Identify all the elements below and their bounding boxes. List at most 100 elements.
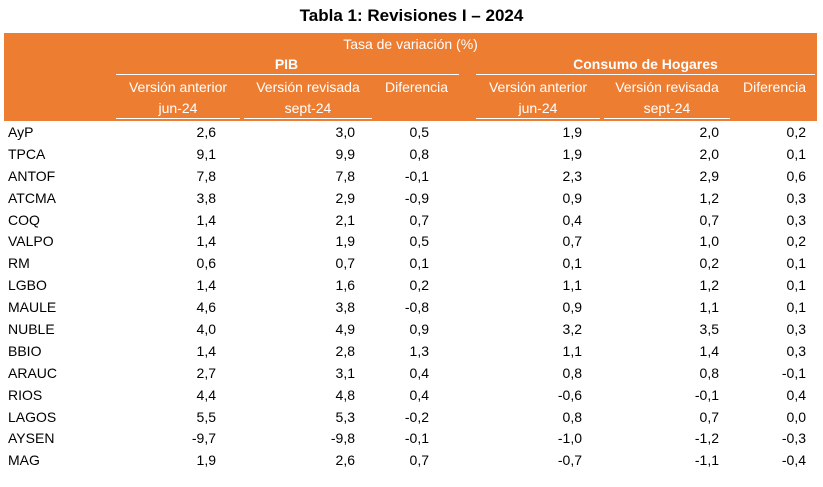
table-cell: 0,2 [786,124,806,140]
table-cell: 0,3 [786,321,806,338]
table-cell: 7,8 [196,167,216,184]
col-subheader-consumo-anterior: jun-24 [518,100,558,116]
table-row: AyP 2,6 3,0 0,5 1,9 2,0 0,2 [4,122,817,144]
table-cell: 1,9 [562,124,582,140]
table-cell: 3,5 [699,321,719,338]
row-region-label: ATCMA [8,189,56,206]
table-cell: 0,1 [786,145,806,162]
col-subheader-consumo-revisada: sept-24 [643,100,691,116]
row-region-label: ANTOF [8,167,56,184]
table-cell: 1,6 [335,277,355,294]
table-cell: 1,4 [196,342,216,359]
table-cell: 4,6 [196,299,216,316]
table-cell: -1,2 [694,430,719,447]
table-cell: 1,4 [196,211,216,228]
table-cell: 1,9 [196,452,216,469]
row-region-label: NUBLE [8,321,55,338]
table-row: VALPO 1,4 1,9 0,5 0,7 1,0 0,2 [4,231,817,253]
table-cell: 3,1 [335,364,355,381]
table-row: MAG 1,9 2,6 0,7 -0,7 -1,1 -0,4 [4,450,817,472]
table-cell: 9,9 [335,145,355,162]
group-rule-pib [116,74,459,75]
table-cell: 2,1 [335,211,355,228]
table-cell: 0,4 [786,386,806,403]
super-header: Tasa de variación (%) [343,36,478,52]
table-cell: 1,4 [196,233,216,250]
table-row: ATCMA 3,8 2,9 -0,9 0,9 1,2 0,3 [4,188,817,210]
table-cell: 0,3 [786,189,806,206]
table-cell: 0,1 [409,255,429,272]
table-cell: 0,8 [409,145,429,162]
col-header-consumo-diferencia: Diferencia [742,79,807,95]
table-cell: 0,2 [786,233,806,250]
table-row: LAGOS 5,5 5,3 -0,2 0,8 0,7 0,0 [4,407,817,429]
table-cell: 0,6 [786,167,806,184]
table-cell: 1,2 [699,277,719,294]
table-cell: -0,4 [781,452,806,469]
table-cell: 0,4 [409,386,429,403]
table-cell: 0,9 [562,299,582,316]
table-cell: -0,1 [781,364,806,381]
table-cell: 4,8 [335,386,355,403]
table-cell: 0,9 [562,189,582,206]
table-cell: 1,3 [409,342,429,359]
table-cell: 0,1 [786,277,806,294]
table-cell: 0,7 [699,211,719,228]
table-cell: 2,0 [699,124,719,140]
table-cell: 0,5 [409,233,429,250]
table-cell: -0,1 [694,386,719,403]
table-cell: -0,7 [557,452,582,469]
row-region-label: LAGOS [8,408,57,425]
table-cell: 1,2 [699,189,719,206]
table-cell: 3,8 [335,299,355,316]
table-cell: 0,6 [196,255,216,272]
table-cell: -0,2 [404,408,429,425]
table-cell: 1,9 [562,145,582,162]
table-row: ANTOF 7,8 7,8 -0,1 2,3 2,9 0,6 [4,166,817,188]
table-cell: 0,5 [409,124,429,140]
table-cell: 2,3 [562,167,582,184]
row-region-label: MAULE [8,299,57,316]
table-cell: 0,1 [786,299,806,316]
table-cell: 2,9 [335,189,355,206]
table-cell: -9,8 [330,430,355,447]
table-cell: 2,0 [699,145,719,162]
table-cell: 2,8 [335,342,355,359]
table-cell: -9,7 [191,430,216,447]
col-header-consumo-revisada: Versión revisada [615,79,719,95]
table-body: AyP 2,6 3,0 0,5 1,9 2,0 0,2 TPCA 9,1 9,9 0,8 1,9 2,0… [4,122,817,472]
table-cell: 1,4 [196,277,216,294]
table-cell: 7,8 [335,167,355,184]
col-header-pib-anterior: Versión anterior [128,79,228,95]
table-cell: -0,1 [404,167,429,184]
header-rule-2 [244,118,372,119]
table-row: MAULE 4,6 3,8 -0,8 0,9 1,1 0,1 [4,297,817,319]
row-region-label: RIOS [8,386,43,403]
col-header-consumo-anterior: Versión anterior [488,79,588,95]
table-cell: 0,7 [699,408,719,425]
table-cell: 0,7 [409,452,429,469]
table-cell: 0,9 [409,321,429,338]
table-row: RM 0,6 0,7 0,1 0,1 0,2 0,1 [4,253,817,275]
row-region-label: AyP [8,124,34,140]
table-cell: 4,0 [196,321,216,338]
table-cell: 3,2 [562,321,582,338]
row-region-label: COQ [8,211,40,228]
group-header-consumo: Consumo de Hogares [573,56,718,72]
table-cell: 4,4 [196,386,216,403]
col-subheader-pib-revisada: sept-24 [284,100,332,116]
table-cell: 0,3 [786,211,806,228]
table-cell: 0,7 [409,211,429,228]
table-cell: 5,3 [335,408,355,425]
table-cell: 1,1 [562,277,582,294]
table-cell: 0,1 [786,255,806,272]
table-cell: 0,0 [786,408,806,425]
row-region-label: TPCA [8,145,46,162]
table-cell: 2,6 [335,452,355,469]
row-region-label: LGBO [8,277,47,294]
table-cell: -0,9 [404,189,429,206]
row-region-label: VALPO [8,233,54,250]
table-cell: 0,2 [409,277,429,294]
table-cell: -0,3 [781,430,806,447]
table-header: Tasa de variación (%) PIB Consumo de Hog… [4,33,817,121]
